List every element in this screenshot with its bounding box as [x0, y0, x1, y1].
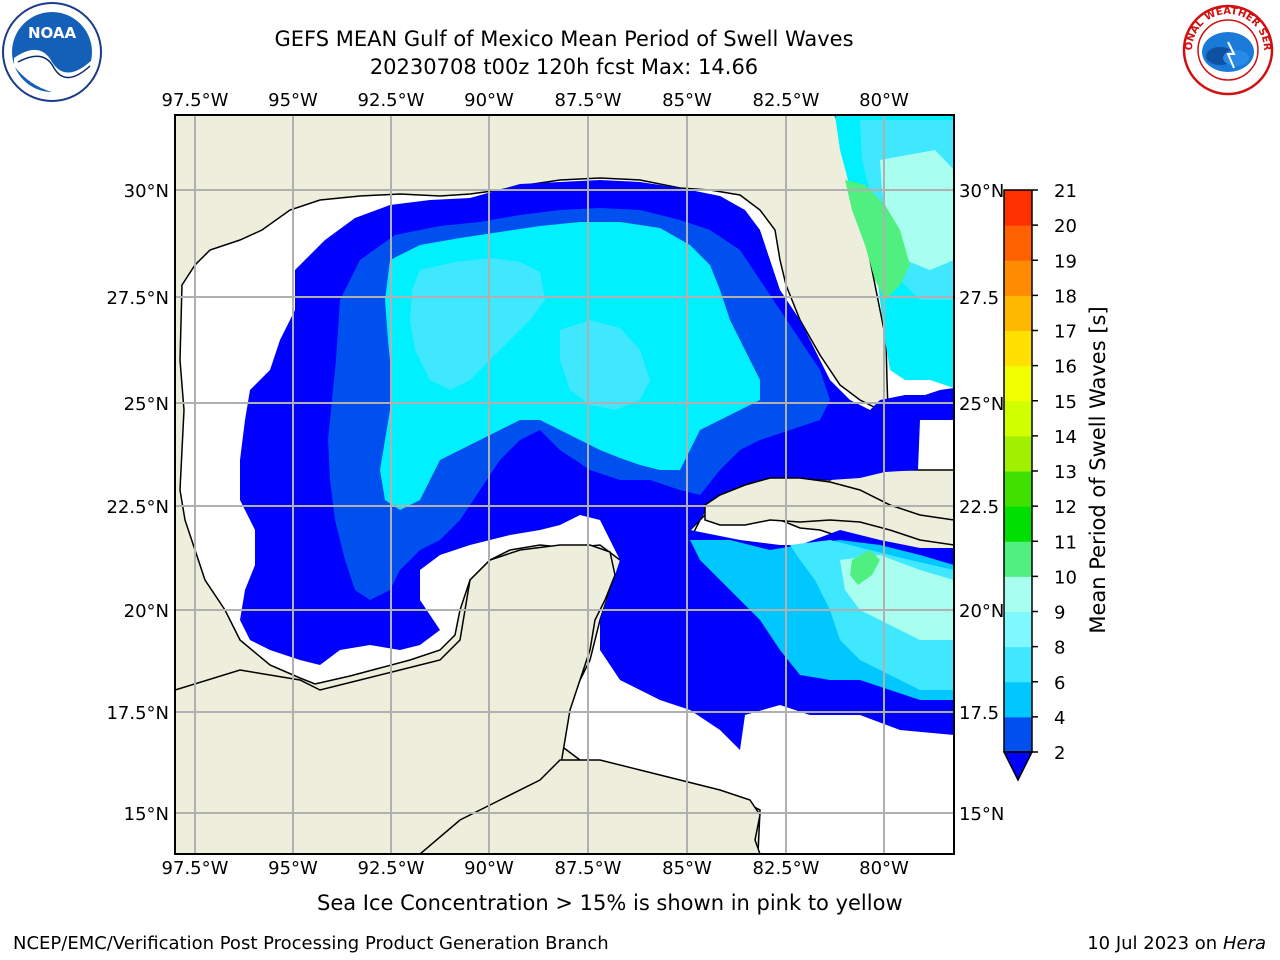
lat-tick-label: 22.5°N: [106, 497, 169, 518]
colorbar-tick-label: 18: [1054, 286, 1077, 307]
lon-tick-label: 95°W: [268, 858, 318, 879]
lat-tick-label: 27.5: [959, 288, 999, 309]
lon-tick-label: 90°W: [464, 90, 514, 111]
colorbar-tick-label: 2: [1054, 743, 1065, 764]
colorbar-tick-label: 14: [1054, 427, 1077, 448]
lon-tick-label: 97.5°W: [162, 90, 229, 111]
lat-tick-label: 22.5: [959, 497, 999, 518]
swell-band-6-8-a: [410, 258, 545, 390]
lat-tick-label: 20°N: [959, 601, 1004, 622]
colorbar-tick-label: 17: [1054, 322, 1077, 343]
lon-tick-label: 85°W: [662, 858, 712, 879]
lat-tick-label: 17.5°N: [106, 703, 169, 724]
colorbar-segment: [1004, 260, 1032, 296]
lat-tick-label: 15°N: [959, 804, 1004, 825]
colorbar-label: Mean Period of Swell Waves [s]: [1086, 306, 1110, 633]
colorbar-segment: [1004, 400, 1032, 437]
lat-tick-label: 25°N: [959, 394, 1004, 415]
lat-tick-label: 25°N: [124, 394, 169, 415]
colorbar-segment: [1004, 541, 1032, 577]
map-title: GEFS MEAN Gulf of Mexico Mean Period of …: [274, 27, 854, 51]
colorbar-tick-label: 9: [1054, 603, 1065, 624]
swell-band-caribbean-9-10: [850, 550, 880, 585]
map-subtitle: 20230708 t00z 120h fcst Max: 14.66: [369, 55, 759, 79]
colorbar-segment: [1004, 330, 1032, 367]
colorbar-segment: [1004, 646, 1032, 683]
lon-tick-label: 85°W: [662, 90, 712, 111]
grid-lines: [175, 115, 954, 854]
lon-tick-label: 90°W: [464, 858, 514, 879]
colorbar-segment: [1004, 681, 1032, 718]
colorbar-tick-label: 6: [1054, 673, 1065, 694]
lat-tick-label: 20°N: [124, 601, 169, 622]
noaa-logo: NOAA: [2, 2, 102, 102]
lon-tick-label: 87.5°W: [555, 858, 622, 879]
colorbar-segment: [1004, 611, 1032, 648]
colorbar-tick-label: 10: [1054, 567, 1077, 588]
land-cuba: [704, 477, 954, 546]
lon-tick-label: 80°W: [859, 90, 909, 111]
footer-credit: NCEP/EMC/Verification Post Processing Pr…: [13, 933, 609, 954]
lat-tick-label: 30°N: [959, 181, 1004, 202]
lon-tick-label: 92.5°W: [358, 90, 425, 111]
lon-tick-label: 82.5°W: [753, 858, 820, 879]
lat-tick-label: 15°N: [124, 804, 169, 825]
lon-tick-label: 97.5°W: [162, 858, 229, 879]
lat-tick-label: 17.5: [959, 703, 999, 724]
lon-tick-label: 80°W: [859, 858, 909, 879]
colorbar-tick-label: 21: [1054, 181, 1077, 202]
footer-host: Hera: [1222, 933, 1266, 954]
lon-tick-label: 95°W: [268, 90, 318, 111]
colorbar-segment: [1004, 190, 1032, 226]
lon-ticks-top: 97.5°W 95°W 92.5°W 90°W 87.5°W 85°W 82.5…: [162, 90, 909, 111]
colorbar-segment: [1004, 435, 1032, 472]
footer-date: 10 Jul 2023 on Hera: [1087, 933, 1266, 954]
colorbar-tick-label: 20: [1054, 216, 1077, 237]
colorbar-segment: [1004, 716, 1032, 753]
colorbar-segment: [1004, 295, 1032, 331]
lat-ticks-left: 30°N 27.5°N 25°N 22.5°N 20°N 17.5°N 15°N: [106, 181, 169, 825]
lon-tick-label: 82.5°W: [753, 90, 820, 111]
colorbar-segment: [1004, 576, 1032, 612]
colorbar-tick-label: 4: [1054, 708, 1065, 729]
lat-ticks-right: 30°N 27.5 25°N 22.5 20°N 17.5 15°N: [959, 181, 1004, 825]
colorbar-segment: [1004, 225, 1032, 261]
colorbar-tick-label: 16: [1054, 357, 1077, 378]
lon-tick-label: 87.5°W: [555, 90, 622, 111]
lat-tick-label: 30°N: [124, 181, 169, 202]
lon-tick-label: 92.5°W: [358, 858, 425, 879]
land-central-america: [418, 759, 761, 854]
sea-ice-caption: Sea Ice Concentration > 15% is shown in …: [317, 891, 903, 915]
colorbar-segment: [1004, 506, 1032, 542]
colorbar-tick-label: 8: [1054, 638, 1065, 659]
lat-tick-label: 27.5°N: [106, 288, 169, 309]
colorbar-segment: [1004, 471, 1032, 507]
footer-date-text: 10 Jul 2023 on: [1087, 933, 1223, 954]
colorbar-extend-triangle: [1002, 751, 1034, 782]
colorbar-tick-label: 15: [1054, 392, 1077, 413]
colorbar-tick-label: 12: [1054, 497, 1077, 518]
colorbar-segment: [1004, 365, 1032, 402]
colorbar-tick-label: 13: [1054, 462, 1077, 483]
noaa-logo-text: NOAA: [28, 24, 77, 42]
colorbar-tick-label: 11: [1054, 532, 1077, 553]
swell-band-6-8-b: [560, 320, 650, 410]
swell-band-atlantic-9-10: [845, 180, 910, 300]
lon-ticks-bottom: 97.5°W 95°W 92.5°W 90°W 87.5°W 85°W 82.5…: [162, 858, 909, 879]
map-plot-area: [175, 115, 954, 854]
nws-logo: NATIONAL WEATHER SERVICE: [1176, 0, 1274, 96]
map-frame: [174, 114, 955, 855]
colorbar: 2 4 6 8 9 10 11 12 13 14 15 16 17 18 19 20 21: [1002, 181, 1077, 782]
colorbar-tick-label: 19: [1054, 251, 1077, 272]
